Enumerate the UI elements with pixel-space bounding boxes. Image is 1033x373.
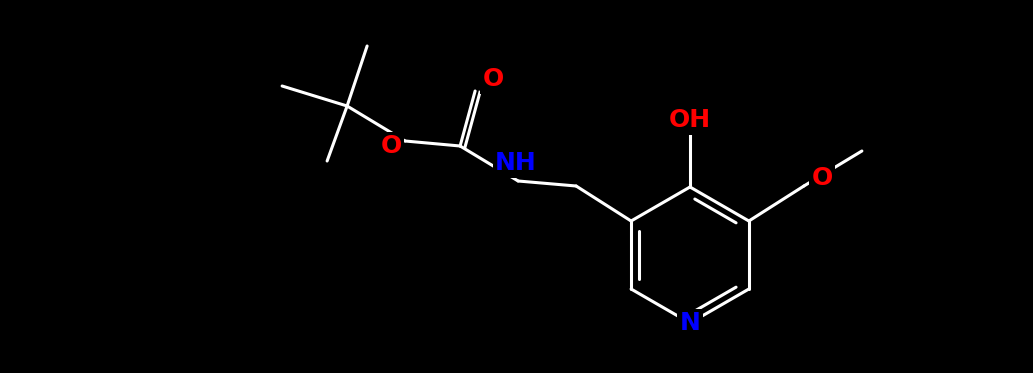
Text: O: O [811,166,833,190]
Text: OH: OH [669,108,711,132]
Text: N: N [680,311,700,335]
Text: O: O [482,67,504,91]
Text: O: O [380,134,402,158]
Text: NH: NH [495,151,537,175]
